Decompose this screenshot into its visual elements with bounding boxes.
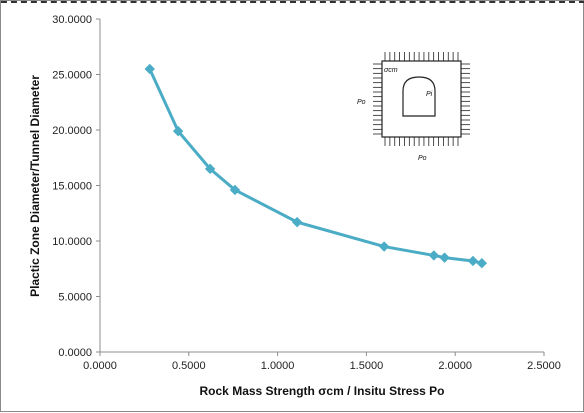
data-point-marker [439,252,450,263]
tunnel-opening [402,76,436,117]
y-tick-label: 5.0000 [58,292,92,304]
series-line [148,68,483,265]
label-po-bottom: Po [418,155,427,162]
y-axis-title: Plactic Zone Diameter/Tunnel Diameter [28,75,42,297]
label-pi: Pi [426,91,433,98]
x-tick-label: 1.0000 [261,360,295,372]
y-tick-label: 10.0000 [52,236,92,248]
data-point-marker [467,255,479,267]
data-point-marker [476,257,488,269]
x-tick-label: 2.5000 [527,360,561,372]
tunnel-diagram-inset: σcm Pi Po Po [357,52,470,162]
y-tick-label: 15.0000 [52,181,92,193]
data-point-marker [229,184,241,196]
stress-arrows [373,52,470,146]
data-point-marker [144,63,155,75]
y-tick-label: 25.0000 [52,70,92,82]
y-tick-label: 0.0000 [58,347,92,359]
data-point-marker [378,241,390,252]
data-point-marker [172,125,184,137]
x-axis-ticks: 0.0000 0.5000 1.0000 1.5000 2.0000 2.5000 [83,352,561,372]
data-point-marker [204,163,216,175]
x-tick-label: 1.5000 [350,360,384,372]
x-axis-title: Rock Mass Strength σcm / Insitu Stress P… [200,384,445,398]
label-sigma-cm: σcm [384,67,398,74]
y-axis-ticks: 0.0000 5.0000 10.0000 15.0000 20.0000 25.0000… [52,14,100,359]
x-tick-label: 0.0000 [83,360,117,372]
frame-top-border [1,1,584,3]
x-tick-label: 2.0000 [438,360,472,372]
y-tick-label: 20.0000 [52,125,92,137]
data-point-marker [291,216,303,228]
y-tick-label: 30.0000 [52,14,92,26]
label-po-left: Po [357,99,366,106]
x-tick-label: 0.5000 [172,360,206,372]
data-point-marker [428,250,440,261]
series-layer [144,63,488,269]
